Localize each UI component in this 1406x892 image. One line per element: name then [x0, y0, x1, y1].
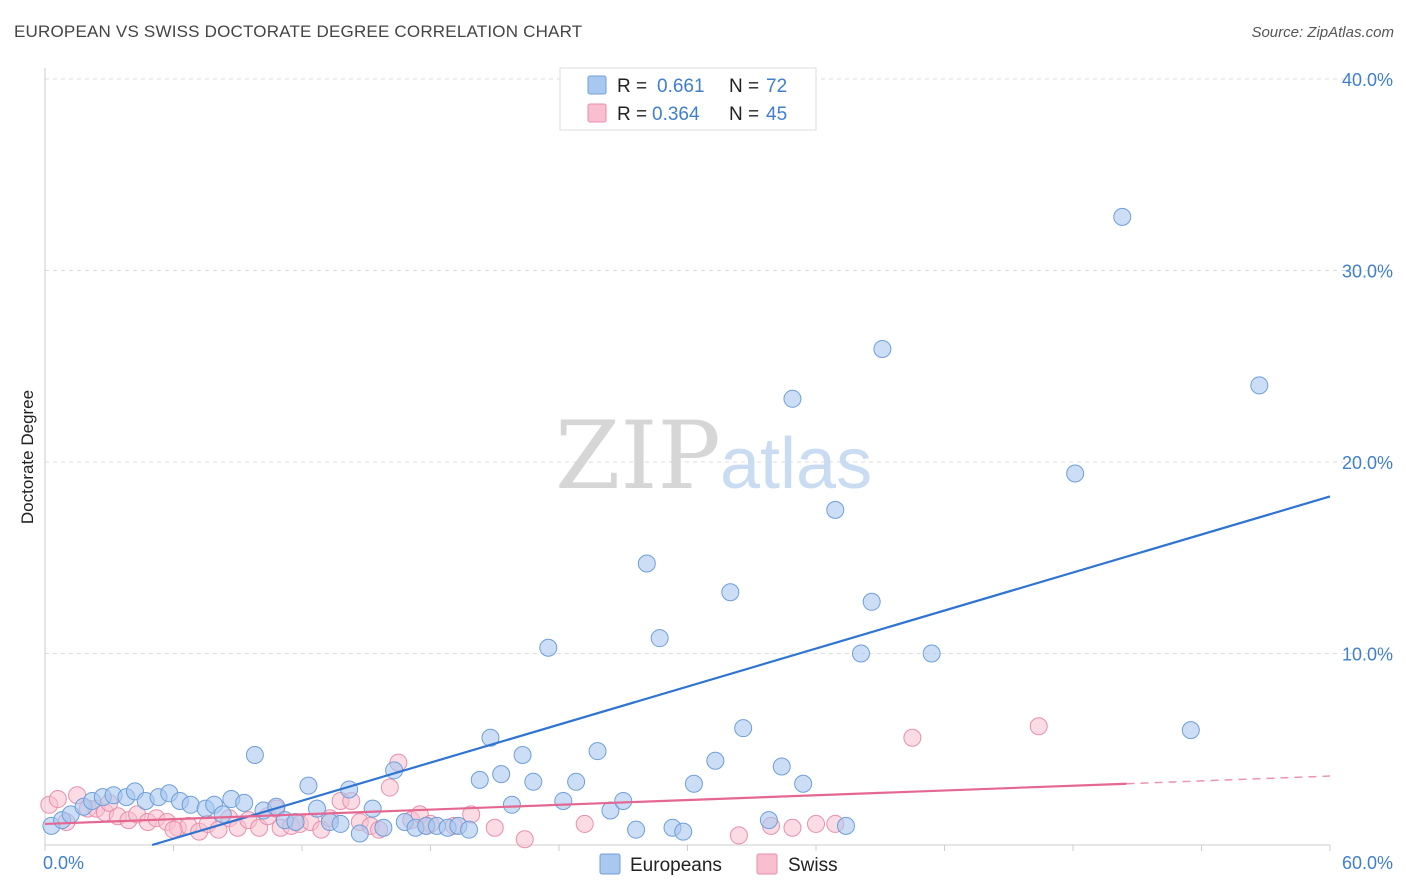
legend-r-label-europeans: R =	[617, 76, 647, 97]
europeans-point	[862, 592, 881, 611]
europeans-point	[873, 340, 892, 359]
swiss-point	[1029, 717, 1048, 736]
europeans-point	[614, 791, 633, 810]
legend-n-label-europeans: N =	[729, 76, 759, 97]
europeans-trend-line	[151, 495, 1331, 847]
europeans-point	[539, 638, 558, 657]
europeans-point	[721, 583, 740, 602]
europeans-point	[470, 770, 489, 789]
swiss-point	[807, 814, 825, 833]
europeans-point	[836, 816, 855, 835]
europeans-point	[706, 751, 725, 770]
swiss-point	[485, 818, 504, 837]
europeans-point	[1113, 207, 1132, 226]
europeans-point	[1250, 376, 1269, 395]
europeans-point	[331, 814, 350, 833]
europeans-point	[734, 719, 753, 738]
europeans-point	[674, 822, 693, 841]
legend-n-label-swiss: N =	[729, 104, 759, 125]
europeans-point	[588, 742, 607, 761]
europeans-points	[42, 207, 1269, 843]
tick-labels: 10.0% 20.0% 30.0% 40.0% 0.0% 60.0%	[43, 70, 1393, 873]
bottom-legend-swiss: Swiss	[788, 855, 838, 876]
legend-n-value-swiss: 45	[766, 104, 787, 125]
europeans-point	[1066, 464, 1085, 483]
europeans-point	[213, 805, 232, 824]
europeans-point	[235, 793, 254, 812]
x-tick-label-min: 0.0%	[43, 853, 84, 873]
source-label: Source: ZipAtlas.com	[1251, 24, 1394, 41]
europeans-point	[502, 795, 521, 814]
legend-r-value-swiss: 0.364	[652, 104, 700, 125]
y-axis-label: Doctorate Degree	[18, 390, 37, 524]
europeans-point	[684, 774, 703, 793]
trend-lines	[44, 495, 1331, 847]
chart-title: EUROPEAN VS SWISS DOCTORATE DEGREE CORRE…	[14, 22, 583, 41]
grid-lines	[45, 78, 1380, 654]
europeans-point	[286, 813, 305, 832]
y-tick-label-20: 20.0%	[1342, 453, 1393, 473]
swiss-trend-line	[44, 782, 1127, 826]
legend-r-label-swiss: R =	[617, 104, 647, 125]
europeans-point	[772, 757, 791, 776]
europeans-point	[374, 818, 393, 837]
watermark-atlas: atlas	[720, 424, 872, 504]
europeans-point	[492, 765, 511, 784]
europeans-point	[554, 791, 573, 810]
swiss-points	[40, 717, 1048, 849]
europeans-point	[922, 644, 941, 663]
bottom-legend-europeans: Europeans	[630, 855, 722, 876]
europeans-point	[299, 776, 318, 795]
watermark-zip: ZIP	[555, 402, 721, 511]
europeans-point	[783, 389, 802, 408]
swiss-point	[380, 778, 399, 797]
europeans-point	[524, 772, 543, 791]
swiss-point	[515, 830, 534, 849]
swiss-point	[48, 790, 67, 809]
europeans-point	[363, 799, 382, 818]
legend-swatch-swiss	[587, 103, 607, 123]
europeans-point	[637, 554, 656, 573]
europeans-point	[245, 745, 264, 764]
legend-swatch-europeans	[587, 75, 607, 95]
legend-n-value-europeans: 72	[766, 76, 787, 97]
europeans-point	[826, 500, 845, 519]
europeans-point	[513, 745, 532, 764]
europeans-point	[567, 772, 586, 791]
swiss-point	[164, 820, 183, 839]
bottom-legend-swatch-europeans	[599, 853, 621, 875]
y-tick-label-10: 10.0%	[1342, 645, 1393, 665]
x-tick-label-max: 60.0%	[1342, 853, 1393, 873]
y-tick-label-40: 40.0%	[1342, 70, 1393, 90]
europeans-point	[794, 774, 813, 793]
europeans-point	[350, 824, 369, 843]
europeans-point	[481, 728, 500, 747]
europeans-point	[851, 644, 870, 663]
bottom-legend: Europeans Swiss	[599, 853, 838, 876]
swiss-point	[903, 728, 922, 747]
europeans-point	[1181, 721, 1200, 740]
swiss-point	[729, 826, 748, 845]
bottom-legend-swatch-swiss	[756, 853, 778, 875]
europeans-point	[650, 629, 669, 648]
axes	[44, 68, 1331, 851]
y-tick-label-30: 30.0%	[1342, 262, 1393, 282]
swiss-point	[575, 814, 594, 833]
swiss-trend-extension	[1126, 775, 1331, 785]
europeans-point	[181, 795, 200, 814]
europeans-point	[627, 820, 646, 839]
europeans-point	[460, 820, 479, 839]
legend-box: R = 0.661 N = 72 R = 0.364 N = 45	[559, 67, 817, 131]
legend-r-value-europeans: 0.661	[657, 76, 705, 97]
europeans-point	[759, 811, 778, 830]
swiss-point	[783, 818, 802, 837]
